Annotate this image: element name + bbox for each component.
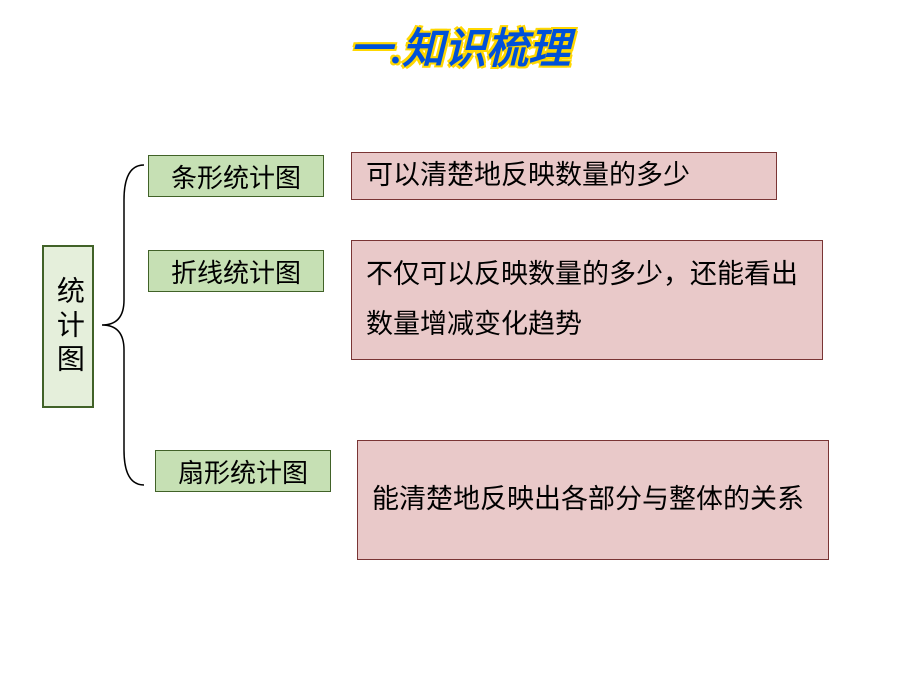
root-label: 统计图: [49, 276, 87, 378]
chart-type-line: 折线统计图: [148, 250, 324, 292]
root-category-box: 统计图: [42, 245, 94, 408]
chart-type-pie: 扇形统计图: [155, 450, 331, 492]
bracket-connector: [94, 160, 149, 490]
chart-desc-line: 不仅可以反映数量的多少，还能看出数量增减变化趋势: [351, 240, 823, 360]
chart-desc-pie: 能清楚地反映出各部分与整体的关系: [357, 440, 829, 560]
chart-desc-bar: 可以清楚地反映数量的多少: [351, 152, 777, 200]
page-title: 一.知识梳理: [350, 15, 571, 76]
chart-type-bar: 条形统计图: [148, 155, 324, 197]
